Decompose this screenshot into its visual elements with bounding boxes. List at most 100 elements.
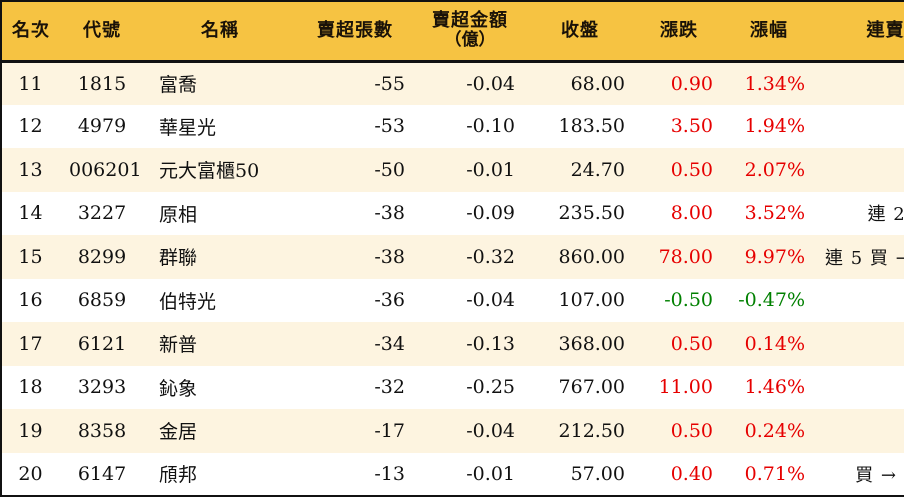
cell-streak: 連 5 買 → 連 4 賣	[815, 235, 904, 279]
cell-lots-value: -38	[374, 246, 405, 268]
column-header-amount: 賣超金額（億）	[415, 1, 525, 61]
cell-name-value: 金居	[159, 421, 197, 443]
cell-code-value: 4979	[78, 115, 126, 137]
column-header-change: 漲跌	[635, 1, 723, 61]
column-header-pct: 漲幅	[723, 1, 815, 61]
cell-amount-value: -0.01	[466, 159, 515, 181]
cell-close: 24.70	[525, 148, 635, 192]
cell-change: 0.50	[635, 409, 723, 453]
cell-lots: -38	[295, 192, 415, 236]
cell-code: 3293	[59, 366, 145, 410]
cell-amount: -0.10	[415, 105, 525, 149]
cell-name: 金居	[145, 409, 295, 453]
cell-pct: 1.34%	[723, 61, 815, 105]
cell-rank-value: 17	[18, 333, 42, 355]
cell-amount: -0.04	[415, 279, 525, 323]
cell-rank: 18	[1, 366, 59, 410]
cell-amount: -0.04	[415, 61, 525, 105]
cell-name-value: 新普	[159, 334, 197, 356]
column-header-pct-label: 漲幅	[750, 20, 788, 41]
cell-amount-value: -0.13	[466, 333, 515, 355]
cell-lots: -50	[295, 148, 415, 192]
cell-change: 0.50	[635, 148, 723, 192]
cell-change: 0.50	[635, 322, 723, 366]
cell-name-value: 鈊象	[159, 378, 197, 400]
cell-name: 華星光	[145, 105, 295, 149]
cell-lots: -32	[295, 366, 415, 410]
cell-streak-value: 連 5 買 → 連 4 賣	[825, 248, 904, 269]
cell-name-value: 元大富櫃50	[159, 160, 259, 182]
column-header-change-label: 漲跌	[660, 20, 698, 41]
cell-close-value: 183.50	[559, 115, 625, 137]
cell-change: 78.00	[635, 235, 723, 279]
cell-rank-value: 20	[18, 463, 42, 485]
cell-lots-value: -55	[374, 73, 405, 95]
cell-rank-value: 14	[18, 202, 42, 224]
cell-amount: -0.32	[415, 235, 525, 279]
cell-lots-value: -34	[374, 333, 405, 355]
table-header: 名次 代號 名稱 賣超張數 賣超金額（億） 收盤 漲跌 漲幅 連賣天數	[1, 1, 904, 61]
cell-name: 原相	[145, 192, 295, 236]
cell-close: 57.00	[525, 453, 635, 497]
cell-rank: 13	[1, 148, 59, 192]
cell-close: 183.50	[525, 105, 635, 149]
cell-lots-value: -13	[374, 463, 405, 485]
cell-code-value: 8299	[78, 246, 126, 268]
cell-change-value: 0.50	[671, 333, 713, 355]
cell-name-value: 原相	[159, 204, 197, 226]
cell-change-value: -0.50	[664, 289, 713, 311]
cell-lots: -13	[295, 453, 415, 497]
cell-change-value: 11.00	[659, 376, 713, 398]
column-header-rank: 名次	[1, 1, 59, 61]
cell-pct: 2.07%	[723, 148, 815, 192]
cell-rank: 16	[1, 279, 59, 323]
cell-change-value: 0.50	[671, 159, 713, 181]
cell-code: 8358	[59, 409, 145, 453]
cell-rank-value: 18	[18, 376, 42, 398]
cell-close: 860.00	[525, 235, 635, 279]
cell-amount-value: -0.04	[466, 73, 515, 95]
cell-close-value: 24.70	[571, 159, 625, 181]
column-header-close: 收盤	[525, 1, 635, 61]
cell-change-value: 0.40	[671, 463, 713, 485]
cell-code-value: 3227	[78, 202, 126, 224]
cell-pct: 1.94%	[723, 105, 815, 149]
cell-close: 767.00	[525, 366, 635, 410]
cell-code-value: 1815	[78, 73, 126, 95]
cell-name: 頎邦	[145, 453, 295, 497]
cell-amount-value: -0.25	[466, 376, 515, 398]
cell-rank: 12	[1, 105, 59, 149]
cell-change: 0.40	[635, 453, 723, 497]
cell-pct: 9.97%	[723, 235, 815, 279]
cell-pct: 0.14%	[723, 322, 815, 366]
cell-lots-value: -17	[374, 420, 405, 442]
cell-change-value: 0.50	[671, 420, 713, 442]
cell-change-value: 78.00	[659, 246, 713, 268]
cell-close: 368.00	[525, 322, 635, 366]
cell-lots: -34	[295, 322, 415, 366]
cell-amount: -0.01	[415, 148, 525, 192]
cell-close-value: 68.00	[571, 73, 625, 95]
cell-name: 元大富櫃50	[145, 148, 295, 192]
cell-name-value: 頎邦	[159, 464, 197, 486]
column-header-streak-label: 連賣天數	[867, 20, 904, 41]
cell-lots-value: -32	[374, 376, 405, 398]
cell-amount-value: -0.04	[466, 420, 515, 442]
cell-streak-value: 買 → 連 11 賣	[855, 465, 904, 486]
cell-close: 212.50	[525, 409, 635, 453]
cell-name: 伯特光	[145, 279, 295, 323]
cell-code: 1815	[59, 61, 145, 105]
cell-rank-value: 11	[18, 73, 42, 95]
